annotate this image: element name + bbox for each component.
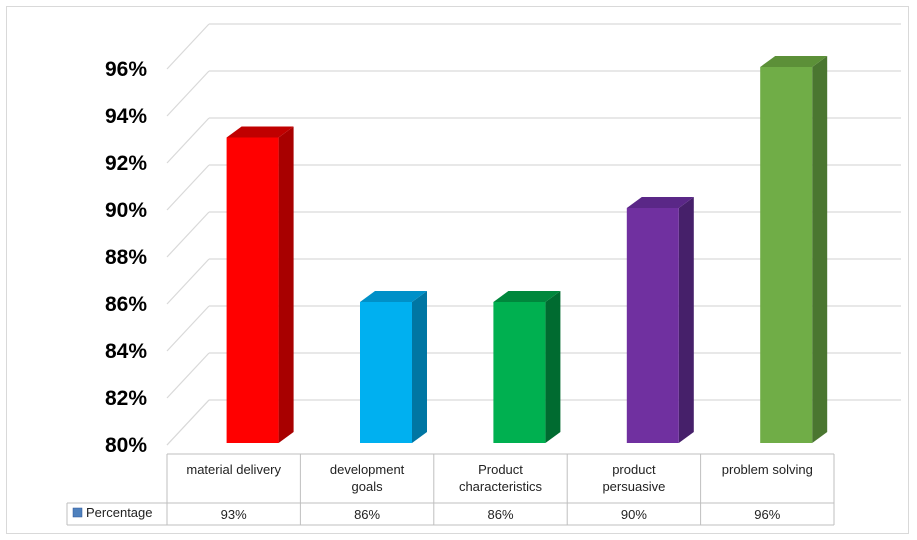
bar-side bbox=[545, 291, 561, 443]
value-cell: 96% bbox=[754, 507, 780, 522]
y-tick-label: 86% bbox=[105, 293, 147, 316]
bar-top bbox=[360, 291, 427, 302]
y-tick-label: 90% bbox=[105, 199, 147, 222]
category-label: development goals bbox=[330, 462, 405, 494]
bar bbox=[360, 291, 427, 443]
y-tick-label: 92% bbox=[105, 152, 147, 175]
data-table: material delivery development goals Product… bbox=[66, 453, 835, 526]
series-label: Percentage bbox=[86, 505, 153, 520]
category-label: problem solving bbox=[722, 462, 813, 477]
bar bbox=[626, 197, 694, 443]
chart-frame: 80% 82% 84% 86% 88% 90% 92% 94% 96% material del… bbox=[6, 6, 909, 534]
y-tick-label: 84% bbox=[105, 340, 147, 363]
bar bbox=[493, 291, 561, 443]
bar-top bbox=[760, 56, 828, 67]
gridline-diag bbox=[166, 211, 210, 258]
y-tick-label: 80% bbox=[105, 434, 147, 457]
bar-front bbox=[493, 302, 546, 443]
category-label: product persuasive bbox=[602, 462, 665, 494]
gridline-diag bbox=[166, 164, 210, 211]
bar-front bbox=[360, 302, 412, 443]
bar-side bbox=[678, 197, 694, 443]
bar-front bbox=[760, 67, 813, 443]
gridline-diag bbox=[166, 399, 210, 446]
bar-front bbox=[226, 137, 279, 443]
value-cell: 86% bbox=[354, 507, 380, 522]
gridline-diag bbox=[166, 117, 210, 164]
gridline-diag bbox=[166, 23, 210, 70]
bar-front bbox=[626, 208, 679, 443]
bar-side bbox=[412, 291, 427, 443]
bar-top bbox=[493, 291, 561, 302]
y-axis-ticks: 80% 82% 84% 86% 88% 90% 92% 94% 96% bbox=[105, 58, 147, 457]
bar-side bbox=[812, 56, 828, 443]
category-label: material delivery bbox=[186, 462, 281, 477]
bar-top bbox=[626, 197, 694, 208]
y-tick-label: 82% bbox=[105, 387, 147, 410]
value-cell: 90% bbox=[621, 507, 647, 522]
bar-chart: 80% 82% 84% 86% 88% 90% 92% 94% 96% material del… bbox=[66, 23, 901, 526]
legend-key bbox=[72, 507, 83, 518]
y-tick-label: 96% bbox=[105, 58, 147, 81]
gridline-diag bbox=[166, 352, 210, 399]
bar-side bbox=[278, 126, 294, 443]
value-cell: 93% bbox=[221, 507, 247, 522]
y-tick-label: 94% bbox=[105, 105, 147, 128]
value-cell: 86% bbox=[487, 507, 513, 522]
bars bbox=[226, 56, 828, 443]
gridline-diag bbox=[166, 70, 210, 117]
bar bbox=[226, 126, 294, 443]
gridline-diag bbox=[166, 305, 210, 352]
bar-top bbox=[226, 126, 294, 138]
gridline-diag bbox=[166, 258, 210, 305]
bar bbox=[760, 56, 828, 443]
category-label: Product characteristics bbox=[459, 462, 543, 494]
y-tick-label: 88% bbox=[105, 246, 147, 269]
